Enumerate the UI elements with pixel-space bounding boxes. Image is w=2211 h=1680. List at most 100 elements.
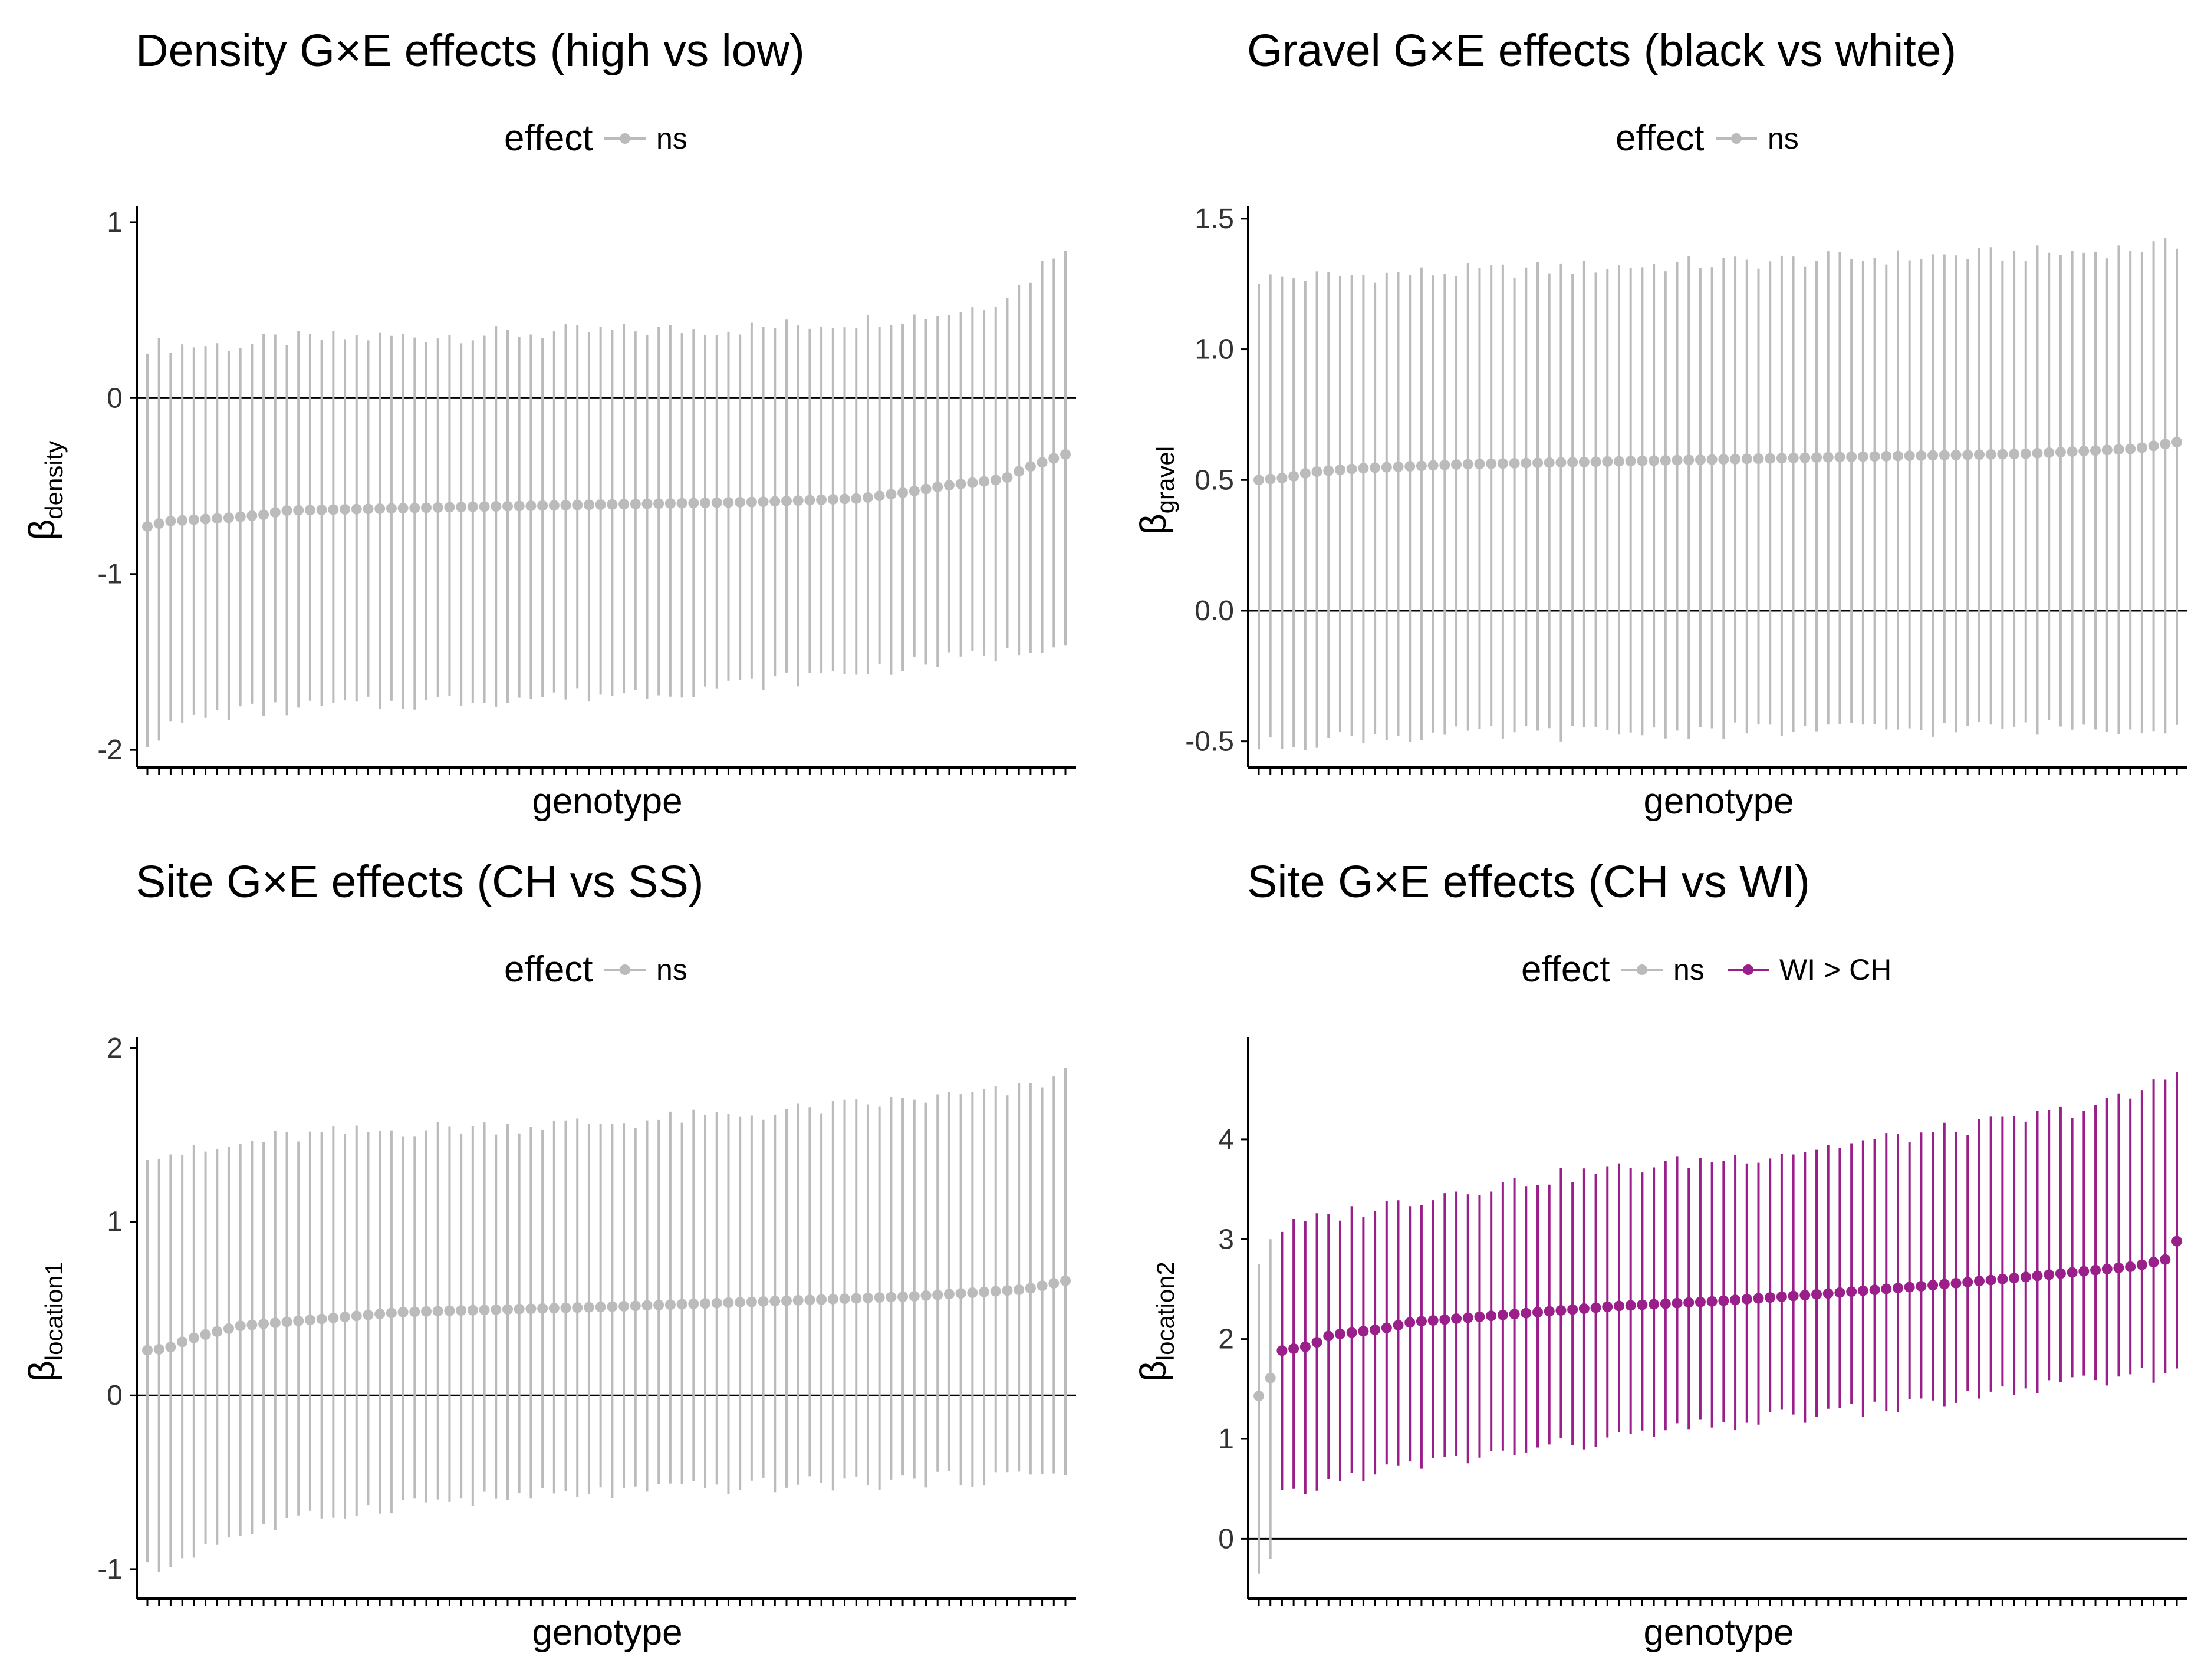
estimate-point — [664, 1299, 676, 1310]
estimate-point — [700, 1298, 711, 1309]
plot-area: -1 0 1 2 βlocation1 — [22, 1033, 1076, 1606]
estimate-point — [1788, 1290, 1799, 1302]
estimate-point — [351, 503, 362, 515]
estimate-point — [1834, 452, 1845, 463]
estimate-point — [1323, 1330, 1334, 1342]
estimate-point — [1060, 449, 1071, 460]
estimate-point — [2020, 448, 2031, 459]
estimate-point — [188, 1332, 199, 1343]
estimate-point — [1521, 1307, 1532, 1319]
estimate-point — [2067, 1267, 2078, 1278]
estimate-point — [874, 1292, 885, 1303]
estimate-point — [792, 1294, 804, 1306]
estimate-point — [2009, 1273, 2020, 1284]
estimate-point — [700, 497, 711, 508]
legend-title: effect — [1521, 949, 1610, 990]
estimate-point — [595, 499, 606, 510]
estimate-point — [2171, 1236, 2182, 1247]
estimate-point — [1276, 1345, 1288, 1356]
estimate-point — [1741, 1293, 1752, 1305]
estimate-point — [1799, 1290, 1811, 1301]
estimate-point — [851, 493, 862, 504]
estimate-point — [1381, 1322, 1392, 1333]
estimate-point — [258, 1318, 269, 1329]
estimate-point — [862, 492, 873, 503]
estimate-point — [200, 1329, 211, 1340]
estimate-point — [514, 500, 525, 512]
estimate-point — [711, 1297, 722, 1309]
estimate-point — [1730, 1294, 1741, 1306]
estimate-point — [2136, 1259, 2147, 1270]
estimate-point — [142, 521, 153, 532]
estimate-point — [1025, 461, 1036, 472]
estimate-point — [432, 502, 443, 513]
estimate-point — [2055, 1268, 2066, 1279]
estimate-point — [1427, 460, 1439, 471]
estimate-point — [2148, 440, 2159, 452]
estimate-point — [351, 1310, 362, 1322]
estimate-point — [1834, 1287, 1845, 1298]
estimate-point — [827, 1293, 838, 1305]
estimate-point — [397, 1306, 409, 1317]
estimate-point — [2171, 436, 2182, 447]
estimate-point — [2101, 1263, 2113, 1274]
estimate-point — [711, 497, 722, 508]
estimate-point — [1706, 1296, 1718, 1307]
estimate-point — [200, 513, 211, 525]
estimate-point — [920, 483, 932, 495]
estimate-point — [1857, 1285, 1868, 1296]
estimate-point — [1048, 1277, 1060, 1289]
estimate-point — [839, 1293, 850, 1305]
estimate-point — [1916, 450, 1927, 461]
estimate-point — [1002, 472, 1013, 483]
estimate-point — [886, 1292, 897, 1303]
estimate-point — [1718, 1295, 1729, 1306]
x-axis-title: genotype — [532, 781, 682, 822]
estimate-point — [1985, 1274, 1996, 1286]
estimate-point — [618, 1300, 630, 1312]
estimate-point — [246, 1319, 258, 1330]
estimate-point — [293, 505, 304, 516]
estimate-point — [363, 503, 374, 515]
plot-area: -2 -1 0 1 βdensity — [22, 206, 1076, 775]
estimate-point — [630, 1300, 641, 1312]
estimate-point — [1288, 470, 1299, 482]
y-tick-label: -0.5 — [1185, 726, 1234, 757]
estimate-point — [537, 500, 548, 511]
estimate-point — [1311, 1337, 1322, 1348]
estimate-point — [1060, 1275, 1071, 1286]
estimate-point — [1486, 458, 1497, 469]
estimate-point — [235, 1320, 246, 1332]
estimate-point — [1427, 1315, 1439, 1326]
estimate-point — [1578, 1303, 1590, 1314]
estimate-point — [932, 1289, 943, 1300]
estimate-point — [2044, 447, 2055, 458]
estimate-point — [1381, 462, 1392, 473]
estimate-point — [1265, 473, 1276, 485]
estimate-point — [1451, 459, 1462, 470]
estimate-point — [1544, 1306, 1555, 1317]
legend-key — [1716, 133, 1757, 144]
estimate-point — [409, 1306, 420, 1317]
estimate-point — [909, 1291, 920, 1302]
legend-key-point — [1731, 133, 1742, 144]
estimate-point — [2090, 445, 2101, 456]
estimate-point — [1973, 449, 1985, 460]
estimate-point — [920, 1290, 932, 1301]
estimate-point — [1048, 453, 1060, 464]
estimate-point — [1544, 457, 1555, 468]
estimate-point — [1334, 465, 1345, 476]
estimate-point — [641, 498, 653, 509]
estimate-point — [514, 1303, 525, 1315]
estimate-point — [2113, 1262, 2124, 1273]
estimate-point — [386, 503, 397, 514]
estimate-point — [479, 1305, 490, 1316]
estimate-point — [1497, 1309, 1508, 1320]
estimate-point — [1393, 461, 1404, 472]
estimate-point — [1578, 456, 1590, 467]
estimate-point — [444, 502, 455, 513]
estimate-point — [1253, 475, 1264, 486]
estimate-point — [1014, 1284, 1025, 1296]
estimate-point — [758, 1296, 769, 1307]
estimate-point — [769, 496, 781, 507]
